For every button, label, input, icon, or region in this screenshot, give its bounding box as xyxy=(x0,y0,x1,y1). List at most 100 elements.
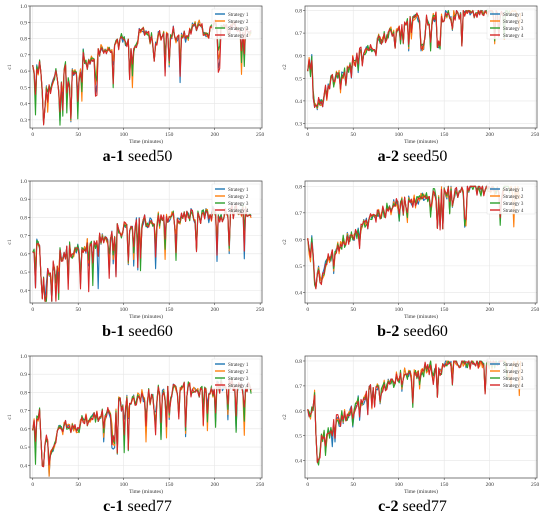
plot-frame xyxy=(29,355,263,479)
y-tick-label: 0.5 xyxy=(295,264,302,270)
series-1-line xyxy=(307,9,504,111)
y-tick-label: 0.7 xyxy=(295,384,302,390)
x-axis-label: Time (minutes) xyxy=(129,313,163,320)
caption-a1: a-1 seed50 xyxy=(0,148,275,166)
y-tick-label: 0.7 xyxy=(20,53,27,59)
series-4-line xyxy=(307,9,504,108)
y-tick-label: 0.6 xyxy=(20,252,27,258)
x-tick-label: 50 xyxy=(75,307,81,313)
x-tick-label: 50 xyxy=(75,132,81,138)
chart-svg: 0 50 100 150 200 250 0.4 0.5 0.6 0.7 0.8 0.9 1.0 Time… xyxy=(7,179,265,320)
y-axis-label: c2 xyxy=(282,239,288,244)
y-tick-label: 0.6 xyxy=(295,237,302,243)
caption-b1-text: seed60 xyxy=(128,323,173,340)
caption-b2: b-2 seed60 xyxy=(275,323,550,341)
plot-frame xyxy=(304,355,538,479)
x-tick-label: 150 xyxy=(440,482,449,488)
x-tick-label: 200 xyxy=(211,482,220,488)
panel-b2: 0 50 100 150 200 250 0.4 0.5 0.6 0.7 0.8 Time (minu… xyxy=(275,175,550,349)
x-axis-label: Time (minutes) xyxy=(404,488,438,495)
legend-label-4: Strategy 4 xyxy=(228,384,249,389)
y-axis-label: c1 xyxy=(7,64,13,69)
x-tick-label: 200 xyxy=(211,307,220,313)
legend-label-2: Strategy 2 xyxy=(228,370,249,375)
legend-label-3: Strategy 3 xyxy=(503,377,524,382)
caption-c1-text: seed77 xyxy=(127,498,172,515)
y-tick-label: 0.7 xyxy=(295,211,302,217)
y-tick-label: 0.4 xyxy=(295,459,302,465)
x-tick-label: 50 xyxy=(350,482,356,488)
x-axis-label: Time (minutes) xyxy=(404,138,438,145)
y-tick-label: 0.5 xyxy=(295,76,302,82)
legend-label-4: Strategy 4 xyxy=(503,384,524,389)
y-tick-label: 1.0 xyxy=(20,354,27,360)
caption-c1-label: c-1 xyxy=(103,498,124,515)
x-tick-label: 100 xyxy=(395,132,404,138)
y-tick-label: 0.9 xyxy=(20,372,27,378)
plot-frame xyxy=(29,5,263,129)
caption-a1-text: seed50 xyxy=(127,148,173,165)
y-axis-label: c1 xyxy=(7,414,13,419)
y-tick-label: 0.9 xyxy=(20,20,27,26)
legend-label-2: Strategy 2 xyxy=(228,195,249,200)
x-tick-label: 50 xyxy=(350,132,356,138)
y-tick-label: 1.0 xyxy=(20,179,27,185)
y-tick-label: 0.7 xyxy=(295,31,302,37)
caption-b2-label: b-2 xyxy=(377,323,400,340)
legend-label-2: Strategy 2 xyxy=(228,20,249,25)
chart-svg: 0 50 100 150 200 250 0.3 0.4 0.5 0.6 0.7 0.8 0.9 1.0 T… xyxy=(7,4,265,145)
caption-a1-label: a-1 xyxy=(102,148,124,165)
x-tick-label: 0 xyxy=(31,132,34,138)
y-tick-label: 0.4 xyxy=(20,463,27,469)
x-tick-label: 100 xyxy=(395,482,404,488)
caption-c2: c-2 seed77 xyxy=(275,498,550,516)
x-tick-label: 100 xyxy=(120,482,129,488)
x-tick-label: 250 xyxy=(256,307,265,313)
y-tick-label: 0.5 xyxy=(20,270,27,276)
y-tick-label: 0.8 xyxy=(295,359,302,365)
x-tick-label: 250 xyxy=(531,482,540,488)
legend-label-4: Strategy 4 xyxy=(228,34,249,39)
legend-label-4: Strategy 4 xyxy=(503,209,524,214)
panel-b1: 0 50 100 150 200 250 0.4 0.5 0.6 0.7 0.8 0.9 1.0 Time… xyxy=(0,175,275,349)
x-tick-label: 50 xyxy=(350,307,356,313)
y-tick-label: 0.7 xyxy=(20,409,27,415)
x-tick-label: 200 xyxy=(211,132,220,138)
y-tick-label: 0.3 xyxy=(20,118,27,124)
x-tick-label: 250 xyxy=(256,482,265,488)
x-tick-label: 150 xyxy=(440,307,449,313)
x-tick-label: 150 xyxy=(165,307,174,313)
x-tick-label: 250 xyxy=(256,132,265,138)
legend-label-1: Strategy 1 xyxy=(228,363,249,368)
x-tick-label: 200 xyxy=(486,132,495,138)
x-tick-label: 200 xyxy=(486,482,495,488)
x-tick-label: 200 xyxy=(486,307,495,313)
y-tick-label: 0.8 xyxy=(295,184,302,190)
chart-svg: 0 50 100 150 200 250 0.4 0.5 0.6 0.7 0.8 Time (minu… xyxy=(282,355,540,495)
y-tick-label: 0.4 xyxy=(295,290,302,296)
caption-a2: a-2 seed50 xyxy=(275,148,550,166)
y-tick-label: 0.3 xyxy=(295,121,302,127)
caption-a2-label: a-2 xyxy=(377,148,399,165)
y-tick-label: 1.0 xyxy=(20,4,27,10)
caption-c2-label: c-2 xyxy=(378,498,399,515)
y-tick-label: 0.4 xyxy=(20,288,27,294)
y-tick-label: 0.5 xyxy=(20,85,27,91)
y-tick-label: 0.8 xyxy=(295,9,302,15)
caption-b1: b-1 seed60 xyxy=(0,323,275,341)
x-tick-label: 0 xyxy=(31,307,34,313)
legend-label-3: Strategy 3 xyxy=(228,202,249,207)
x-tick-label: 150 xyxy=(440,132,449,138)
y-axis-label: c2 xyxy=(282,414,288,419)
panel-c1: 0 50 100 150 200 250 0.4 0.5 0.6 0.7 0.8 0.9 1.0 Time… xyxy=(0,350,275,524)
x-tick-label: 100 xyxy=(120,307,129,313)
x-axis-label: Time (minutes) xyxy=(129,138,163,145)
legend-label-2: Strategy 2 xyxy=(503,20,524,25)
x-tick-label: 150 xyxy=(165,132,174,138)
y-tick-label: 0.6 xyxy=(20,427,27,433)
y-axis-label: c1 xyxy=(7,239,13,244)
series-3-line xyxy=(307,9,511,108)
chart-svg: 0 50 100 150 200 250 0.4 0.5 0.6 0.7 0.8 0.9 1.0 Time… xyxy=(7,354,265,495)
legend-label-1: Strategy 1 xyxy=(228,13,249,18)
